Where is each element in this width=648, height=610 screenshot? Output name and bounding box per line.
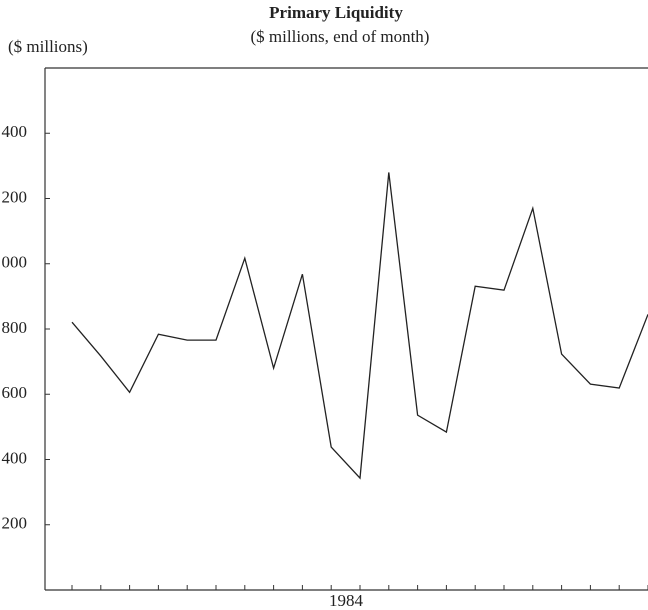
y-tick-label: 800	[2, 318, 28, 337]
y-tick-label: 000	[2, 253, 28, 272]
chart-subtitle: ($ millions, end of month)	[251, 27, 430, 46]
y-tick-label: 200	[2, 187, 28, 206]
series-line	[71, 172, 648, 480]
y-tick-label: 400	[2, 122, 28, 141]
y-axis-label: ($ millions)	[8, 37, 88, 56]
chart-title: Primary Liquidity	[269, 3, 403, 22]
y-tick-label: 200	[2, 514, 28, 533]
y-tick-label: 600	[2, 383, 28, 402]
x-axis-label: 1984	[329, 591, 364, 610]
y-tick-label: 400	[2, 448, 28, 467]
